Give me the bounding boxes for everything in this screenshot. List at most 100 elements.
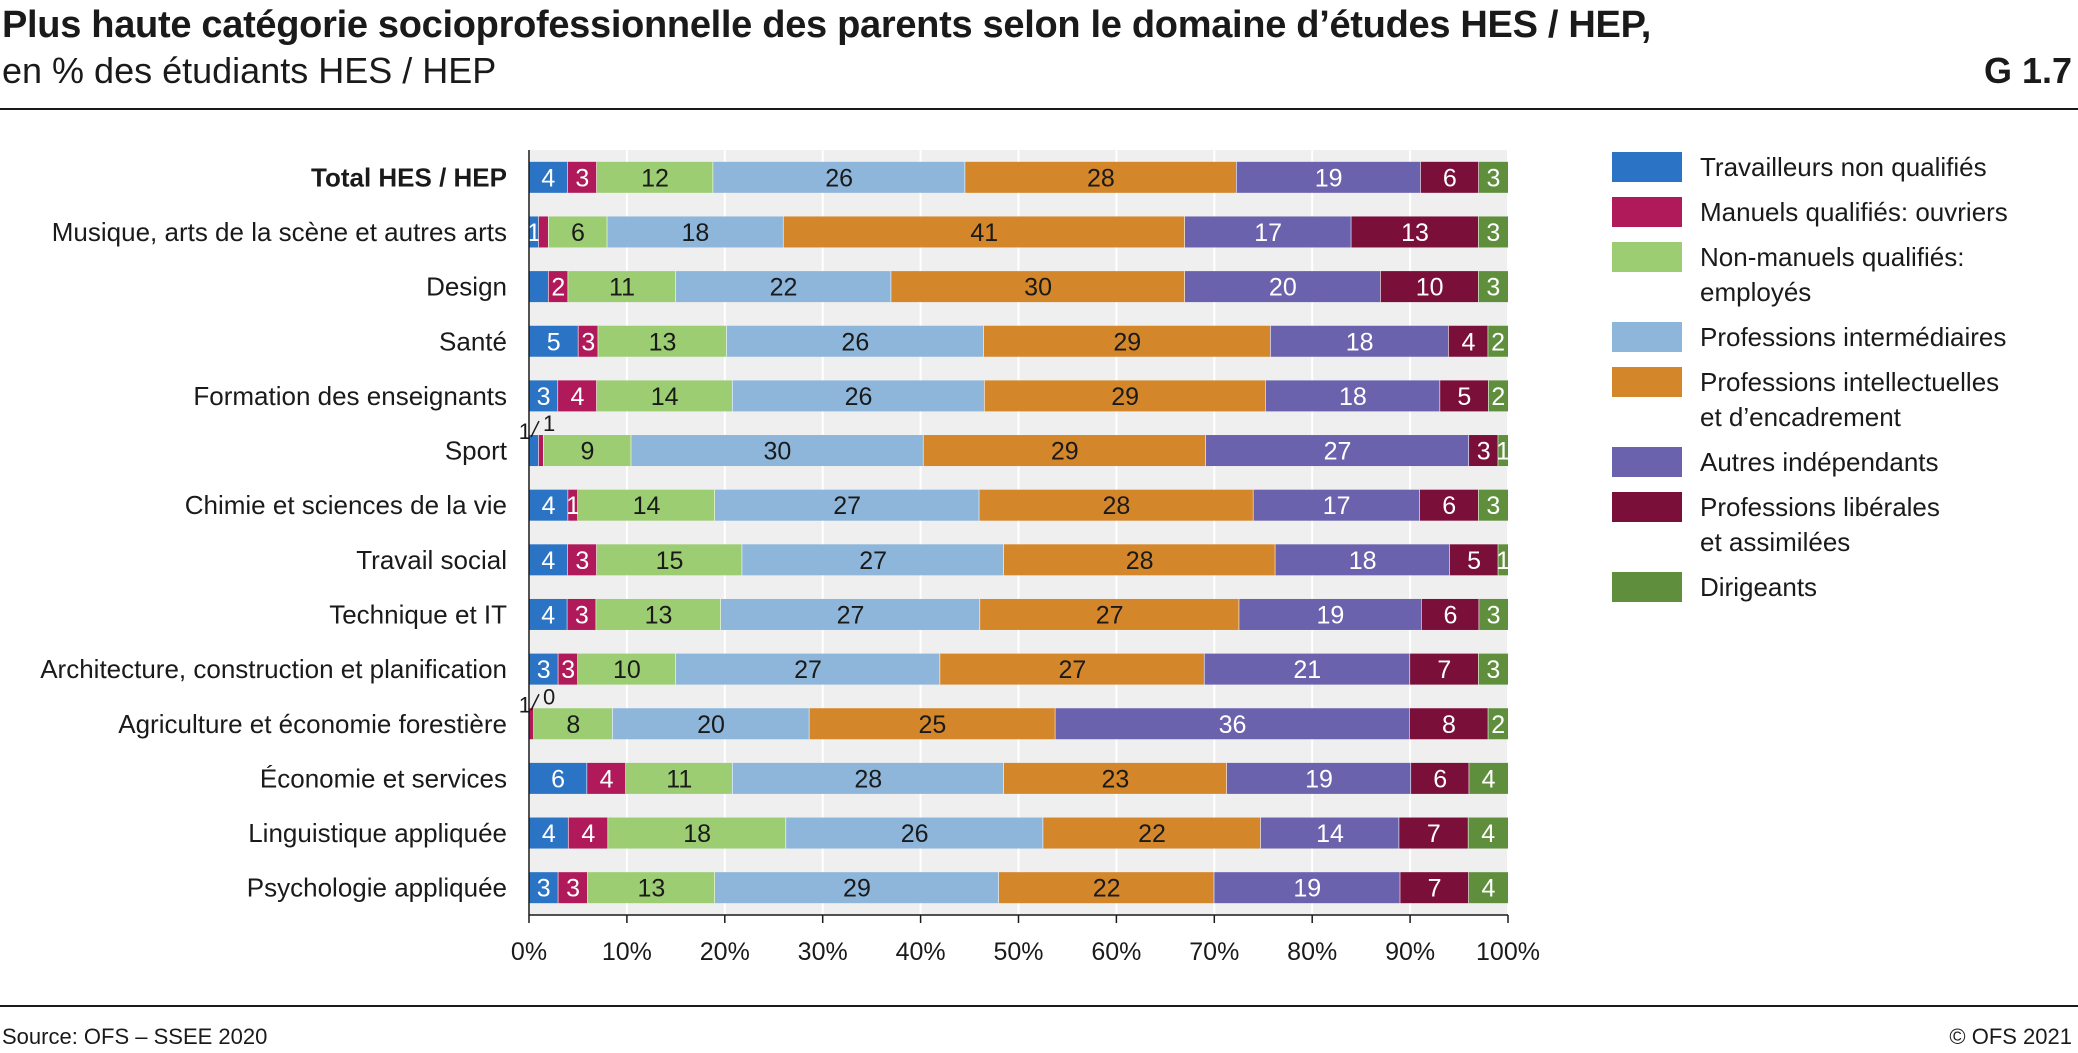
data-label: 28 (1087, 164, 1115, 192)
data-label: 3 (1487, 601, 1501, 629)
bar-segment (598, 325, 727, 357)
leader-label: 1 (543, 411, 555, 436)
data-label: 5 (1467, 547, 1481, 575)
data-label: 27 (837, 601, 865, 629)
legend-item: Professions intellectuelles et d’encadrem… (1612, 365, 2072, 435)
data-label: 14 (633, 492, 661, 520)
data-label: 22 (1138, 820, 1166, 848)
bar-segment (732, 762, 1004, 794)
bar-segment (1003, 762, 1227, 794)
data-label: 6 (1433, 765, 1447, 793)
data-label: 7 (1428, 875, 1442, 903)
legend-swatch (1612, 447, 1682, 477)
data-label: 3 (1486, 656, 1500, 684)
legend-label: Travailleurs non qualifiés (1700, 152, 1987, 182)
chart-header: Plus haute catégorie socioprofessionnell… (0, 0, 2078, 110)
leader-line (530, 420, 540, 438)
bar-segment (596, 161, 714, 193)
bar-segment (577, 489, 716, 521)
data-label: 26 (901, 820, 929, 848)
leader-line (530, 693, 540, 711)
bar-segment (538, 216, 549, 248)
data-label: 18 (683, 820, 711, 848)
x-tick-label: 80% (1287, 938, 1337, 966)
bar-segment (1478, 216, 1508, 248)
data-label: 27 (794, 656, 822, 684)
category-label: Travail social (356, 545, 507, 575)
bar-segment (726, 325, 984, 357)
bar-segment (529, 380, 559, 412)
bar-segment (596, 544, 743, 576)
bar-segment (715, 872, 999, 904)
bar-segment (715, 489, 980, 521)
data-label: 18 (1346, 328, 1374, 356)
legend-swatch (1612, 152, 1682, 182)
bar-segment (923, 435, 1207, 467)
data-label: 3 (575, 164, 589, 192)
category-label: Architecture, construction et planificat… (40, 654, 507, 684)
bar-segment (1236, 161, 1421, 193)
bar-segment (548, 271, 569, 303)
data-label: 5 (547, 328, 561, 356)
data-label: 25 (919, 711, 947, 739)
leader-label: 0 (543, 684, 555, 709)
data-label: 3 (537, 875, 551, 903)
bar-segment (577, 653, 676, 685)
leader-label: 1 (519, 692, 531, 717)
bar-segment (529, 653, 559, 685)
bar-segment (567, 598, 597, 630)
data-label: 2 (1491, 711, 1505, 739)
data-label: 4 (1461, 328, 1475, 356)
data-label: 28 (1102, 492, 1130, 520)
data-label: 17 (1323, 492, 1351, 520)
category-label: Linguistique appliquée (248, 818, 507, 848)
data-label: 30 (1024, 274, 1052, 302)
legend-label: Autres indépendants (1700, 447, 1939, 477)
data-label: 6 (1443, 601, 1457, 629)
data-label: 41 (970, 219, 998, 247)
data-label: 13 (649, 328, 677, 356)
data-label: 28 (854, 765, 882, 793)
data-label: 3 (1487, 164, 1501, 192)
data-label: 26 (825, 164, 853, 192)
bar-segment (1399, 817, 1469, 849)
bar-segment (742, 544, 1004, 576)
legend-label: Dirigeants (1700, 572, 1818, 602)
bar-segment (587, 872, 716, 904)
bar-segment (1468, 872, 1508, 904)
bar-segment (1265, 380, 1441, 412)
bar-segment (1488, 325, 1508, 357)
data-label: 4 (600, 765, 614, 793)
data-label: 3 (575, 601, 589, 629)
data-label: 9 (580, 438, 594, 466)
bar-segment (1478, 489, 1508, 521)
bar-segment (675, 653, 941, 685)
legend-swatch (1612, 242, 1682, 272)
category-label: Technique et IT (329, 599, 507, 629)
bar-segment (1270, 325, 1449, 357)
legend-swatch (1612, 492, 1682, 522)
chart-number: G 1.7 (1983, 50, 2072, 91)
legend-swatch (1612, 197, 1682, 227)
bar-segment (568, 817, 609, 849)
bar-segment (1400, 872, 1469, 904)
bar-segment (529, 435, 539, 467)
data-label: 7 (1427, 820, 1441, 848)
data-label: 3 (566, 875, 580, 903)
bar-segment (529, 489, 569, 521)
data-label: 10 (613, 656, 641, 684)
data-label: 3 (561, 656, 575, 684)
data-label: 4 (1482, 765, 1496, 793)
data-label: 2 (1491, 383, 1505, 411)
bar-segment (1380, 271, 1479, 303)
bar-segment (809, 708, 1056, 740)
x-tick-label: 90% (1385, 938, 1435, 966)
data-label: 19 (1305, 765, 1333, 793)
data-label: 19 (1317, 601, 1345, 629)
data-label: 29 (843, 875, 871, 903)
data-label: 27 (1324, 438, 1352, 466)
bar-segment (1055, 708, 1410, 740)
data-label: 26 (841, 328, 869, 356)
data-label: 29 (1111, 383, 1139, 411)
x-tick-label: 0% (511, 938, 547, 966)
